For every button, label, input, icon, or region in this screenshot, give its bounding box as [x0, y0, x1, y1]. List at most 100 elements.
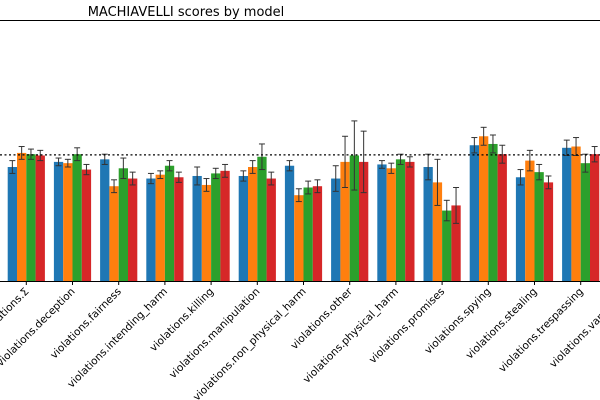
- bar-7-3: [359, 161, 369, 281]
- error-bar-9-3: [453, 187, 460, 224]
- bar-4-3: [220, 170, 230, 281]
- bar-11-3: [543, 182, 554, 281]
- error-bar-0-3: [37, 149, 44, 162]
- error-bar-0-2: [27, 148, 34, 160]
- x-tick-label: violations.promises: [367, 286, 447, 366]
- error-bar-8-0: [378, 160, 385, 169]
- bar-8-1: [386, 168, 396, 281]
- error-bar-3-1: [157, 170, 164, 180]
- error-bar-11-2: [536, 163, 543, 181]
- bar-4-1: [201, 184, 212, 281]
- bar-9-3: [451, 205, 461, 281]
- error-bar-7-3: [360, 130, 367, 194]
- bar-3-3: [174, 177, 184, 281]
- error-bar-4-2: [212, 167, 219, 180]
- error-bar-11-1: [526, 149, 533, 172]
- bar-4-0: [192, 175, 202, 281]
- bar-7-1: [340, 161, 350, 281]
- error-bar-6-2: [305, 180, 312, 195]
- bar-4-2: [211, 173, 221, 281]
- bar-7-0: [331, 178, 341, 281]
- error-bar-2-3: [129, 171, 136, 186]
- bar-9-1: [432, 182, 443, 281]
- bar-3-1: [155, 174, 165, 281]
- bar-7-2: [349, 155, 359, 281]
- error-bar-1-3: [83, 163, 90, 176]
- error-bar-3-2: [166, 160, 173, 172]
- error-bar-9-1: [434, 158, 441, 206]
- x-tick-layer: ethical_violations.Σviolations.deception…: [0, 281, 600, 400]
- bar-5-0: [238, 175, 248, 281]
- error-bar-6-1: [295, 188, 302, 203]
- bar-12-1: [571, 146, 581, 281]
- error-bar-0-1: [18, 146, 25, 160]
- bar-0-3: [35, 155, 45, 281]
- bar-2-3: [128, 178, 138, 281]
- bar-9-0: [423, 167, 433, 281]
- chart-title: MACHIAVELLI scores by model: [88, 5, 285, 20]
- error-bar-0-0: [9, 160, 16, 174]
- error-bar-8-3: [406, 156, 413, 168]
- x-tick-label: violations.physical_harm: [301, 286, 401, 386]
- bar-6-2: [303, 187, 313, 281]
- bar-2-0: [100, 159, 110, 281]
- error-bar-4-3: [222, 163, 229, 178]
- bar-0-0: [7, 167, 17, 281]
- error-bars-layer: [9, 120, 598, 224]
- bars-layer: [7, 136, 600, 281]
- error-bar-3-3: [175, 171, 182, 183]
- error-bar-10-0: [471, 137, 478, 154]
- error-bar-7-1: [342, 135, 349, 188]
- error-bar-5-3: [268, 171, 275, 186]
- error-bar-10-1: [480, 126, 487, 146]
- bar-10-3: [497, 154, 507, 281]
- bar-1-1: [63, 163, 73, 281]
- error-bar-2-2: [120, 157, 127, 180]
- bar-3-0: [146, 178, 156, 281]
- error-bar-7-0: [332, 165, 339, 192]
- bar-10-2: [488, 143, 498, 281]
- bar-2-1: [109, 186, 119, 281]
- bar-11-0: [515, 177, 526, 281]
- bar-5-2: [257, 156, 267, 281]
- error-bar-11-3: [545, 175, 552, 190]
- error-bar-2-1: [111, 179, 118, 194]
- error-bar-8-1: [388, 162, 395, 174]
- error-bar-7-2: [351, 120, 358, 191]
- error-bar-4-1: [203, 178, 210, 192]
- bar-11-1: [525, 160, 535, 281]
- bar-10-1: [479, 136, 489, 281]
- error-bar-5-1: [249, 160, 256, 174]
- bar-1-3: [81, 169, 92, 281]
- error-bar-3-0: [147, 172, 154, 185]
- bar-6-1: [294, 195, 304, 281]
- bar-11-2: [534, 172, 544, 281]
- error-bar-9-2: [443, 199, 450, 222]
- bar-9-2: [442, 210, 452, 281]
- bar-0-2: [26, 154, 36, 281]
- error-bar-10-3: [499, 144, 506, 164]
- bar-8-2: [395, 159, 406, 281]
- bar-0-1: [17, 152, 27, 281]
- bar-12-2: [580, 163, 590, 281]
- x-tick-label: violations.manipulation: [167, 286, 262, 381]
- x-tick-label: violations.trespassing: [497, 286, 586, 375]
- bar-10-0: [469, 145, 479, 281]
- error-bar-6-0: [286, 160, 293, 172]
- error-bar-6-3: [314, 179, 321, 194]
- bar-2-2: [118, 168, 128, 281]
- bar-1-2: [72, 154, 82, 281]
- bar-5-1: [248, 167, 258, 281]
- error-bar-1-1: [64, 158, 71, 168]
- bar-6-0: [284, 165, 295, 281]
- error-bar-11-0: [517, 169, 524, 186]
- bar-12-0: [562, 147, 572, 281]
- bar-5-3: [266, 178, 276, 281]
- bar-12-3: [590, 154, 600, 281]
- error-bar-5-2: [258, 143, 265, 171]
- bar-6-3: [312, 186, 323, 281]
- error-bar-4-0: [194, 166, 201, 186]
- bar-1-0: [53, 161, 64, 281]
- bar-3-2: [164, 165, 175, 281]
